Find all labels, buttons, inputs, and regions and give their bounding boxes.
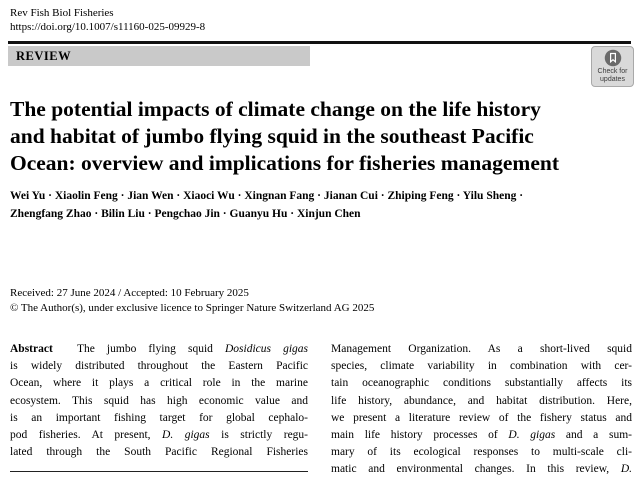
- abstract-column-right: Management Organization. As a short-live…: [331, 341, 632, 479]
- doi-link[interactable]: https://doi.org/10.1007/s11160-025-09929…: [10, 21, 206, 33]
- author-line: Wei Yu · Xiaolin Feng · Jian Wen · Xiaoc…: [10, 190, 524, 202]
- abstract-line: main life history processes of D. gigas …: [331, 429, 632, 442]
- footnote-divider: [10, 471, 308, 472]
- section-banner: REVIEW: [8, 46, 310, 66]
- title-line: Ocean: overview and implications for fis…: [10, 151, 559, 175]
- abstract-line: life history, abundance, and habitat dis…: [331, 394, 632, 407]
- abstract-line: we present a literature review of the fi…: [331, 411, 632, 424]
- title-line: and habitat of jumbo flying squid in the…: [10, 124, 534, 148]
- abstract-line: is an important fishing target for globa…: [10, 411, 308, 424]
- abstract-line: matic and environmental changes. In this…: [331, 463, 632, 476]
- crossmark-bookmark-icon: [604, 49, 622, 68]
- author-line: Zhengfang Zhao · Bilin Liu · Pengchao Ji…: [10, 207, 361, 220]
- article-title: The potential impacts of climate change …: [10, 96, 630, 177]
- header-rule: [8, 41, 631, 44]
- badge-text-line2: updates: [600, 76, 625, 83]
- abstract-line: is widely distributed throughout the Eas…: [10, 360, 308, 373]
- abstract-line: ecosystem. This squid has high economic …: [10, 394, 308, 407]
- journal-name: Rev Fish Biol Fisheries: [10, 7, 114, 19]
- abstract-line: mary of its ecological responses to mult…: [331, 446, 632, 459]
- copyright-line: © The Author(s), under exclusive licence…: [10, 302, 375, 315]
- article-history: Received: 27 June 2024 / Accepted: 10 Fe…: [10, 286, 630, 316]
- abstract-column-left: Abstract The jumbo flying squid Dosidicu…: [10, 341, 308, 461]
- received-accepted-line: Received: 27 June 2024 / Accepted: 10 Fe…: [10, 287, 249, 299]
- abstract-line: lated through the South Pacific Regional…: [10, 446, 308, 459]
- abstract-line: pod fisheries. At present, D. gigas is s…: [10, 429, 309, 442]
- abstract-line: Management Organization. As a short-live…: [331, 343, 632, 355]
- section-label: REVIEW: [16, 48, 72, 63]
- abstract-line: species, climate variability in combinat…: [331, 360, 632, 373]
- check-for-updates-badge[interactable]: Check for updates: [591, 46, 634, 87]
- abstract-line: Ocean, where it plays a critical role in…: [10, 377, 308, 390]
- abstract-line: Abstract The jumbo flying squid Dosidicu…: [10, 343, 308, 355]
- title-line: The potential impacts of climate change …: [10, 97, 541, 121]
- author-list: Wei Yu · Xiaolin Feng · Jian Wen · Xiaoc…: [10, 188, 630, 223]
- abstract-line: tain oceanographic conditions substantia…: [331, 377, 632, 390]
- badge-text-line1: Check for: [597, 68, 628, 75]
